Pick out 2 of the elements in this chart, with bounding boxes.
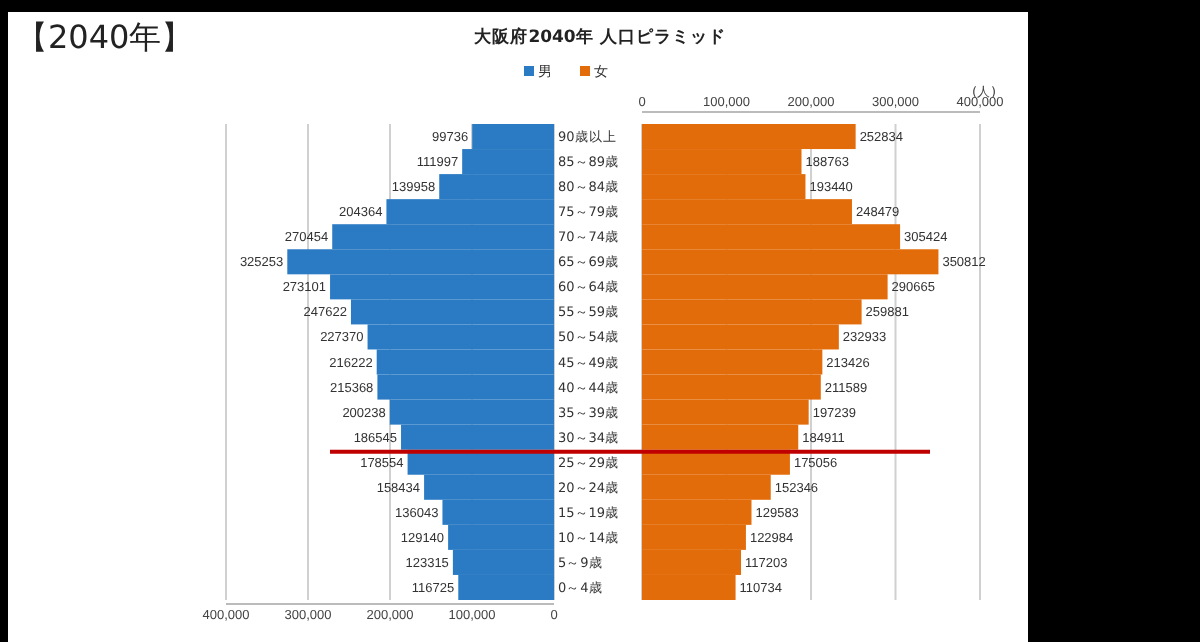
text: 【2040年】 xyxy=(16,18,194,56)
text: 大阪府2040年 人口ピラミッド xyxy=(474,26,726,48)
